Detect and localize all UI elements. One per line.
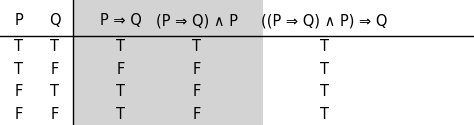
Text: T: T — [192, 39, 201, 54]
Text: T: T — [320, 84, 329, 99]
Text: T: T — [50, 84, 59, 99]
Text: P: P — [15, 13, 23, 28]
Text: T: T — [15, 39, 23, 54]
Text: T: T — [117, 84, 125, 99]
Text: F: F — [192, 84, 201, 99]
Text: F: F — [50, 62, 59, 77]
Text: T: T — [50, 39, 59, 54]
Bar — [73, 0, 263, 125]
Text: ((P ⇒ Q) ∧ P) ⇒ Q: ((P ⇒ Q) ∧ P) ⇒ Q — [262, 13, 388, 28]
Text: F: F — [192, 107, 201, 122]
Text: Q: Q — [49, 13, 60, 28]
Text: P ⇒ Q: P ⇒ Q — [100, 13, 142, 28]
Text: T: T — [320, 39, 329, 54]
Text: F: F — [15, 84, 23, 99]
Text: T: T — [117, 107, 125, 122]
Text: F: F — [50, 107, 59, 122]
Text: F: F — [192, 62, 201, 77]
Text: (P ⇒ Q) ∧ P: (P ⇒ Q) ∧ P — [156, 13, 237, 28]
Text: T: T — [320, 62, 329, 77]
Text: F: F — [117, 62, 125, 77]
Text: T: T — [117, 39, 125, 54]
Text: T: T — [320, 107, 329, 122]
Text: F: F — [15, 107, 23, 122]
Text: T: T — [15, 62, 23, 77]
